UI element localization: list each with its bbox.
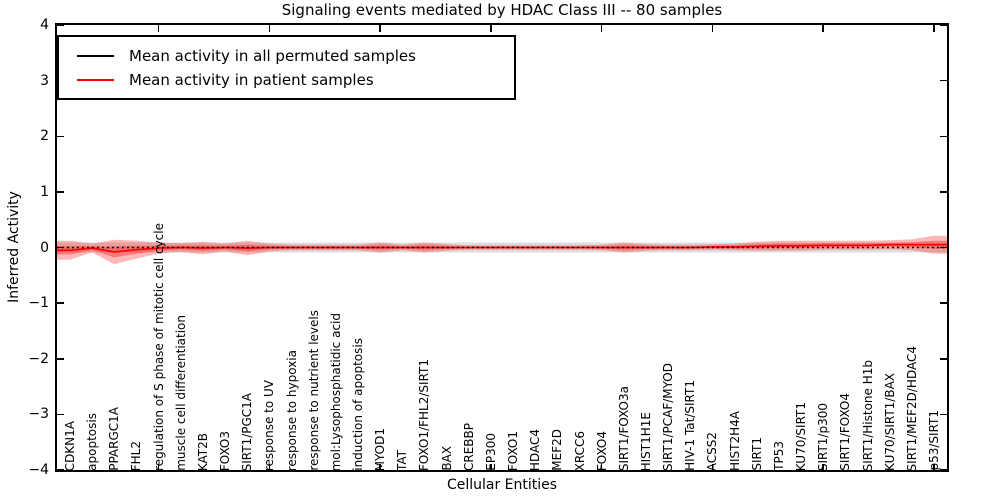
x-tick-bottom — [711, 464, 714, 470]
y-tick-right — [940, 469, 947, 471]
x-tick-label: BAX — [439, 446, 454, 471]
y-tick-right — [940, 79, 947, 82]
y-tick-label: 3 — [40, 72, 49, 89]
y-tick-left — [57, 24, 64, 26]
y-tick-label: 4 — [40, 17, 49, 33]
x-tick-label: KU70/SIRT1/BAX — [882, 373, 897, 471]
x-tick-bottom — [600, 464, 603, 470]
x-tick-label: FHL2 — [129, 440, 144, 471]
y-tick-left — [57, 135, 64, 137]
y-tick-label: 2 — [40, 128, 49, 145]
y-tick-label: −2 — [28, 350, 49, 367]
y-tick-left — [57, 302, 64, 304]
x-tick-label: apoptosis — [85, 413, 100, 471]
x-tick-label: MEF2D — [550, 429, 565, 471]
patient-std-band-inner — [57, 240, 947, 258]
x-tick-label: SIRT1/Histone H1b — [860, 359, 875, 471]
patient-std-band-outer — [57, 235, 947, 265]
x-axis-label: Cellular Entities — [446, 477, 558, 493]
x-tick-top — [822, 25, 824, 32]
x-tick-top — [933, 25, 935, 32]
plot-area — [57, 235, 947, 265]
x-tick-top — [600, 25, 603, 32]
x-tick-label: response to nutrient levels — [306, 310, 321, 471]
x-tick-label: TP53 — [771, 441, 786, 471]
y-tick-right — [940, 135, 947, 137]
y-tick-right — [940, 246, 947, 249]
x-tick-label: KAT2B — [195, 432, 210, 471]
x-tick-bottom — [933, 464, 935, 470]
y-tick-label: 0 — [40, 239, 49, 256]
legend-patient-line-sample — [77, 78, 114, 81]
x-tick-bottom — [157, 464, 160, 470]
x-tick-label: SIRT1 — [749, 437, 764, 471]
y-tick-label: −3 — [28, 406, 49, 423]
legend-permuted-line-sample — [77, 54, 114, 57]
x-tick-top — [157, 25, 160, 32]
x-tick-label: XRCC6 — [572, 430, 587, 471]
x-tick-top — [711, 25, 714, 32]
x-tick-label: KU70/SIRT1 — [794, 401, 809, 471]
legend-entry-patient: Mean activity in patient samples — [59, 71, 514, 89]
x-tick-label: HIST1H1E — [639, 411, 653, 471]
x-tick-label: SIRT1/FOXO4 — [838, 393, 853, 471]
x-tick-label: SIRT1/PCAF/MYOD — [661, 362, 676, 471]
x-tick-label: FOXO3 — [218, 430, 233, 471]
y-tick-left — [57, 358, 64, 360]
x-tick-top — [490, 25, 492, 32]
x-tick-label: HIV-1 Tat/SIRT1 — [683, 380, 698, 471]
x-tick-top — [268, 25, 271, 32]
legend-entry-permuted: Mean activity in all permuted samples — [59, 47, 514, 65]
x-tick-label: response to UV — [262, 379, 277, 471]
x-tick-label: EP300 — [483, 433, 498, 471]
y-tick-right — [940, 413, 947, 416]
x-tick-label: FOXO1 — [506, 430, 521, 471]
x-tick-label: PPARGC1A — [107, 407, 122, 471]
y-tick-right — [940, 302, 947, 304]
x-tick-label: induction of apoptosis — [351, 338, 365, 471]
x-tick-label: FOXO1/FHL2/SIRT1 — [417, 358, 432, 471]
x-tick-label: ACSS2 — [705, 431, 720, 471]
x-tick-label: SIRT1/PGC1A — [240, 392, 255, 471]
x-tick-label: CDKN1A — [63, 420, 77, 471]
chart-title: Signaling events mediated by HDAC Class … — [281, 1, 723, 19]
x-tick-label: HDAC4 — [528, 428, 543, 471]
x-tick-label: TAT — [395, 449, 410, 471]
x-tick-label: response to hypoxia — [284, 349, 299, 471]
legend-box: Mean activity in all permuted samples Me… — [57, 35, 516, 100]
x-tick-label: HIST2H4A — [727, 410, 742, 471]
y-tick-right — [940, 24, 947, 26]
x-tick-label: SIRT1/p300 — [816, 402, 831, 471]
x-tick-bottom — [822, 464, 824, 470]
x-tick-label: CREBBP — [461, 423, 476, 471]
x-tick-label: p53/SIRT1 — [927, 410, 941, 471]
y-tick-left — [57, 246, 64, 249]
x-tick-top — [379, 25, 381, 32]
plot-frame — [55, 23, 949, 472]
y-tick-right — [940, 358, 947, 360]
x-tick-label: muscle cell differentiation — [173, 315, 188, 471]
x-tick-bottom — [490, 464, 492, 470]
x-tick-label: MYOD1 — [373, 427, 388, 471]
y-tick-left — [57, 469, 64, 471]
x-tick-label: FOXO4 — [594, 430, 609, 471]
x-tick-bottom — [268, 464, 271, 470]
y-tick-label: −1 — [28, 295, 49, 312]
legend-permuted-label: Mean activity in all permuted samples — [129, 46, 416, 65]
y-tick-left — [57, 191, 64, 193]
x-tick-bottom — [379, 464, 381, 470]
y-tick-label: 1 — [40, 183, 49, 200]
x-tick-label: mol:Lysophosphatidic acid — [328, 312, 343, 471]
y-tick-right — [940, 191, 947, 193]
x-tick-label: SIRT1/FOXO3a — [616, 385, 631, 471]
legend-patient-label: Mean activity in patient samples — [129, 70, 374, 89]
y-tick-left — [57, 413, 64, 416]
x-tick-label: SIRT1/MEF2D/HDAC4 — [904, 345, 919, 471]
y-tick-label: −4 — [28, 462, 49, 478]
x-tick-label: regulation of S phase of mitotic cell cy… — [151, 223, 166, 471]
